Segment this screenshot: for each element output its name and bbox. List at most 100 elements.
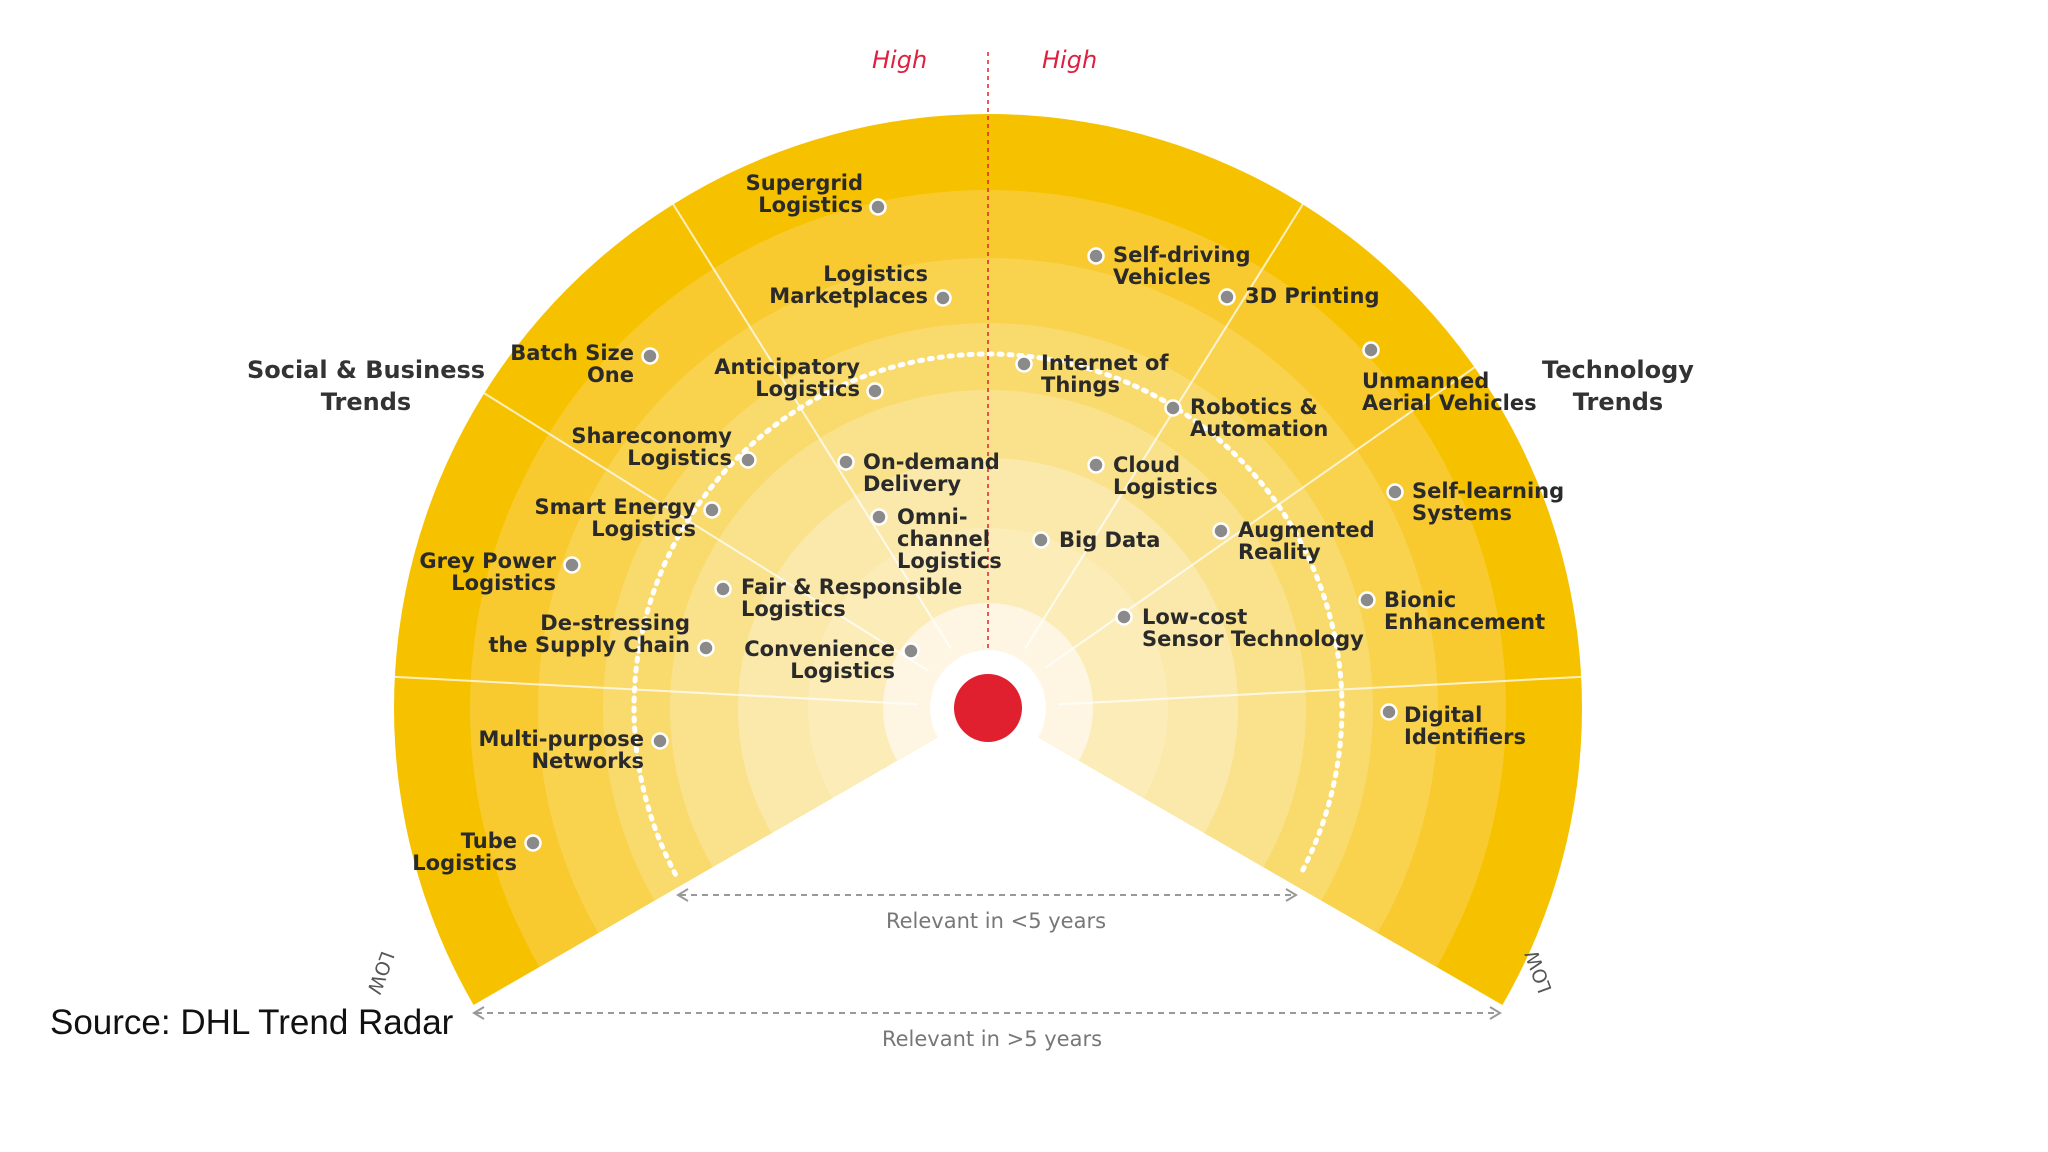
trend-marker xyxy=(1032,531,1050,549)
trend-label: Fair & Responsible xyxy=(741,575,962,599)
trend-label: Logistics xyxy=(790,659,895,683)
low-label-right: LOW xyxy=(1521,947,1557,996)
trend-marker xyxy=(866,382,884,400)
trend-label: the Supply Chain xyxy=(488,633,690,657)
trend-label: Self-learning xyxy=(1412,479,1564,503)
trend-marker xyxy=(739,451,757,469)
trend-label: Identifiers xyxy=(1404,725,1526,749)
trend-label: Smart Energy xyxy=(535,495,697,519)
relevance-label-outer: Relevant in >5 years xyxy=(882,1027,1102,1051)
five-year-boundary-arc xyxy=(631,351,1345,877)
trend-marker xyxy=(1358,591,1376,609)
trend-label: On-demand xyxy=(863,450,1000,474)
radar-sector-divider-5 xyxy=(394,675,919,706)
radar-sector-divider-2 xyxy=(1024,203,1304,650)
radar-bands xyxy=(393,113,1582,1005)
technology-trends-title-line1: Technology xyxy=(1542,356,1694,384)
trend-label: Unmanned xyxy=(1362,369,1489,393)
trend-label: De-stressing xyxy=(540,611,690,635)
trend-label: Augmented xyxy=(1238,518,1375,542)
trend-label: Aerial Vehicles xyxy=(1362,391,1537,415)
trend-label: 3D Printing xyxy=(1245,284,1379,308)
trend-big-data: Big Data xyxy=(1032,528,1160,552)
trend-label: Digital xyxy=(1404,703,1482,727)
trend-label: Logistics xyxy=(897,549,1002,573)
trend-marker xyxy=(1212,522,1230,540)
trend-label: Convenience xyxy=(744,637,895,661)
trend-marker xyxy=(1115,608,1133,626)
trend-marker xyxy=(714,580,732,598)
trend-label: Enhancement xyxy=(1384,610,1545,634)
trend-label: Logistics xyxy=(741,597,846,621)
trend-marker xyxy=(651,732,669,750)
trend-robotics-automation: Robotics &Automation xyxy=(1164,395,1328,441)
trend-marker xyxy=(563,556,581,574)
trend-label: Logistics xyxy=(823,262,928,286)
relevance-arrow-outer xyxy=(472,1006,1502,1020)
trend-label: Logistics xyxy=(755,377,860,401)
trend-marker xyxy=(1218,288,1236,306)
trend-label: Systems xyxy=(1412,501,1512,525)
trend-label: Logistics xyxy=(758,193,863,217)
trend-label: Logistics xyxy=(591,517,696,541)
trend-marker xyxy=(1380,703,1398,721)
trend-marker xyxy=(934,289,952,307)
trend-label: Marketplaces xyxy=(769,284,928,308)
relevance-label-inner: Relevant in <5 years xyxy=(886,909,1106,933)
social-business-trends-title-line2: Trends xyxy=(321,388,411,416)
low-label-left: LOW xyxy=(362,948,398,997)
trend-label: Logistics xyxy=(627,446,732,470)
trend-items: SupergridLogisticsLogisticsMarketplacesB… xyxy=(412,171,1564,875)
radar-sector-divider-3 xyxy=(672,203,952,650)
trend-label: Sensor Technology xyxy=(1142,627,1364,651)
trend-marker xyxy=(1164,399,1182,417)
trend-label: Shareconomy xyxy=(571,424,732,448)
radar-sector-divider-6 xyxy=(1057,675,1582,706)
trend-label: Omni- xyxy=(897,505,968,529)
trend-label: Tube xyxy=(461,829,517,853)
radar-dividers xyxy=(394,52,1582,877)
trend-marker xyxy=(524,834,542,852)
trend-marker xyxy=(869,198,887,216)
radar-sector-divider-4 xyxy=(483,392,930,672)
source-caption: Source: DHL Trend Radar xyxy=(50,1003,454,1042)
trend-3d-printing: 3D Printing xyxy=(1218,284,1379,308)
trend-label: Logistics xyxy=(412,851,517,875)
high-label-left: High xyxy=(872,46,927,74)
trend-marker xyxy=(870,508,888,526)
relevance-arrow-inner xyxy=(676,888,1298,902)
trend-label: Multi-purpose xyxy=(478,727,644,751)
trend-label: Vehicles xyxy=(1113,265,1211,289)
trend-marker xyxy=(641,347,659,365)
trend-marker xyxy=(1362,341,1380,359)
trend-label: Internet of xyxy=(1041,351,1169,375)
trend-marker xyxy=(703,501,721,519)
trend-label: One xyxy=(587,363,634,387)
trend-label: Automation xyxy=(1190,417,1328,441)
trend-label: Robotics & xyxy=(1190,395,1318,419)
trend-marker xyxy=(1386,483,1404,501)
trend-label: Grey Power xyxy=(419,549,556,573)
